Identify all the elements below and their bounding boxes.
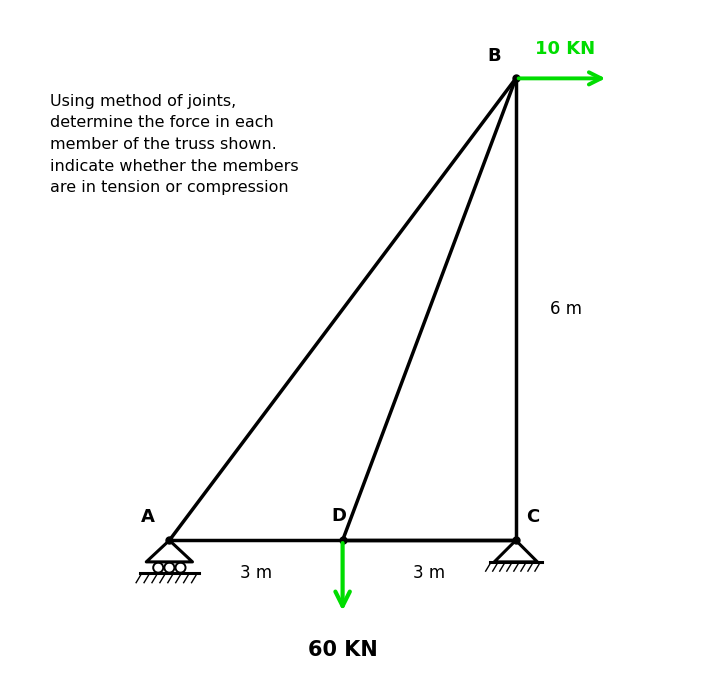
Text: 6 m: 6 m [551, 301, 583, 319]
Text: C: C [526, 508, 539, 526]
Text: 3 m: 3 m [413, 563, 445, 581]
Text: 60 KN: 60 KN [308, 640, 377, 660]
Text: 10 KN: 10 KN [535, 40, 595, 58]
Text: Using method of joints,
determine the force in each
member of the truss shown.
i: Using method of joints, determine the fo… [50, 94, 299, 195]
Text: B: B [488, 47, 501, 65]
Text: A: A [141, 508, 155, 526]
Text: D: D [332, 507, 347, 525]
Text: 3 m: 3 m [240, 563, 272, 581]
